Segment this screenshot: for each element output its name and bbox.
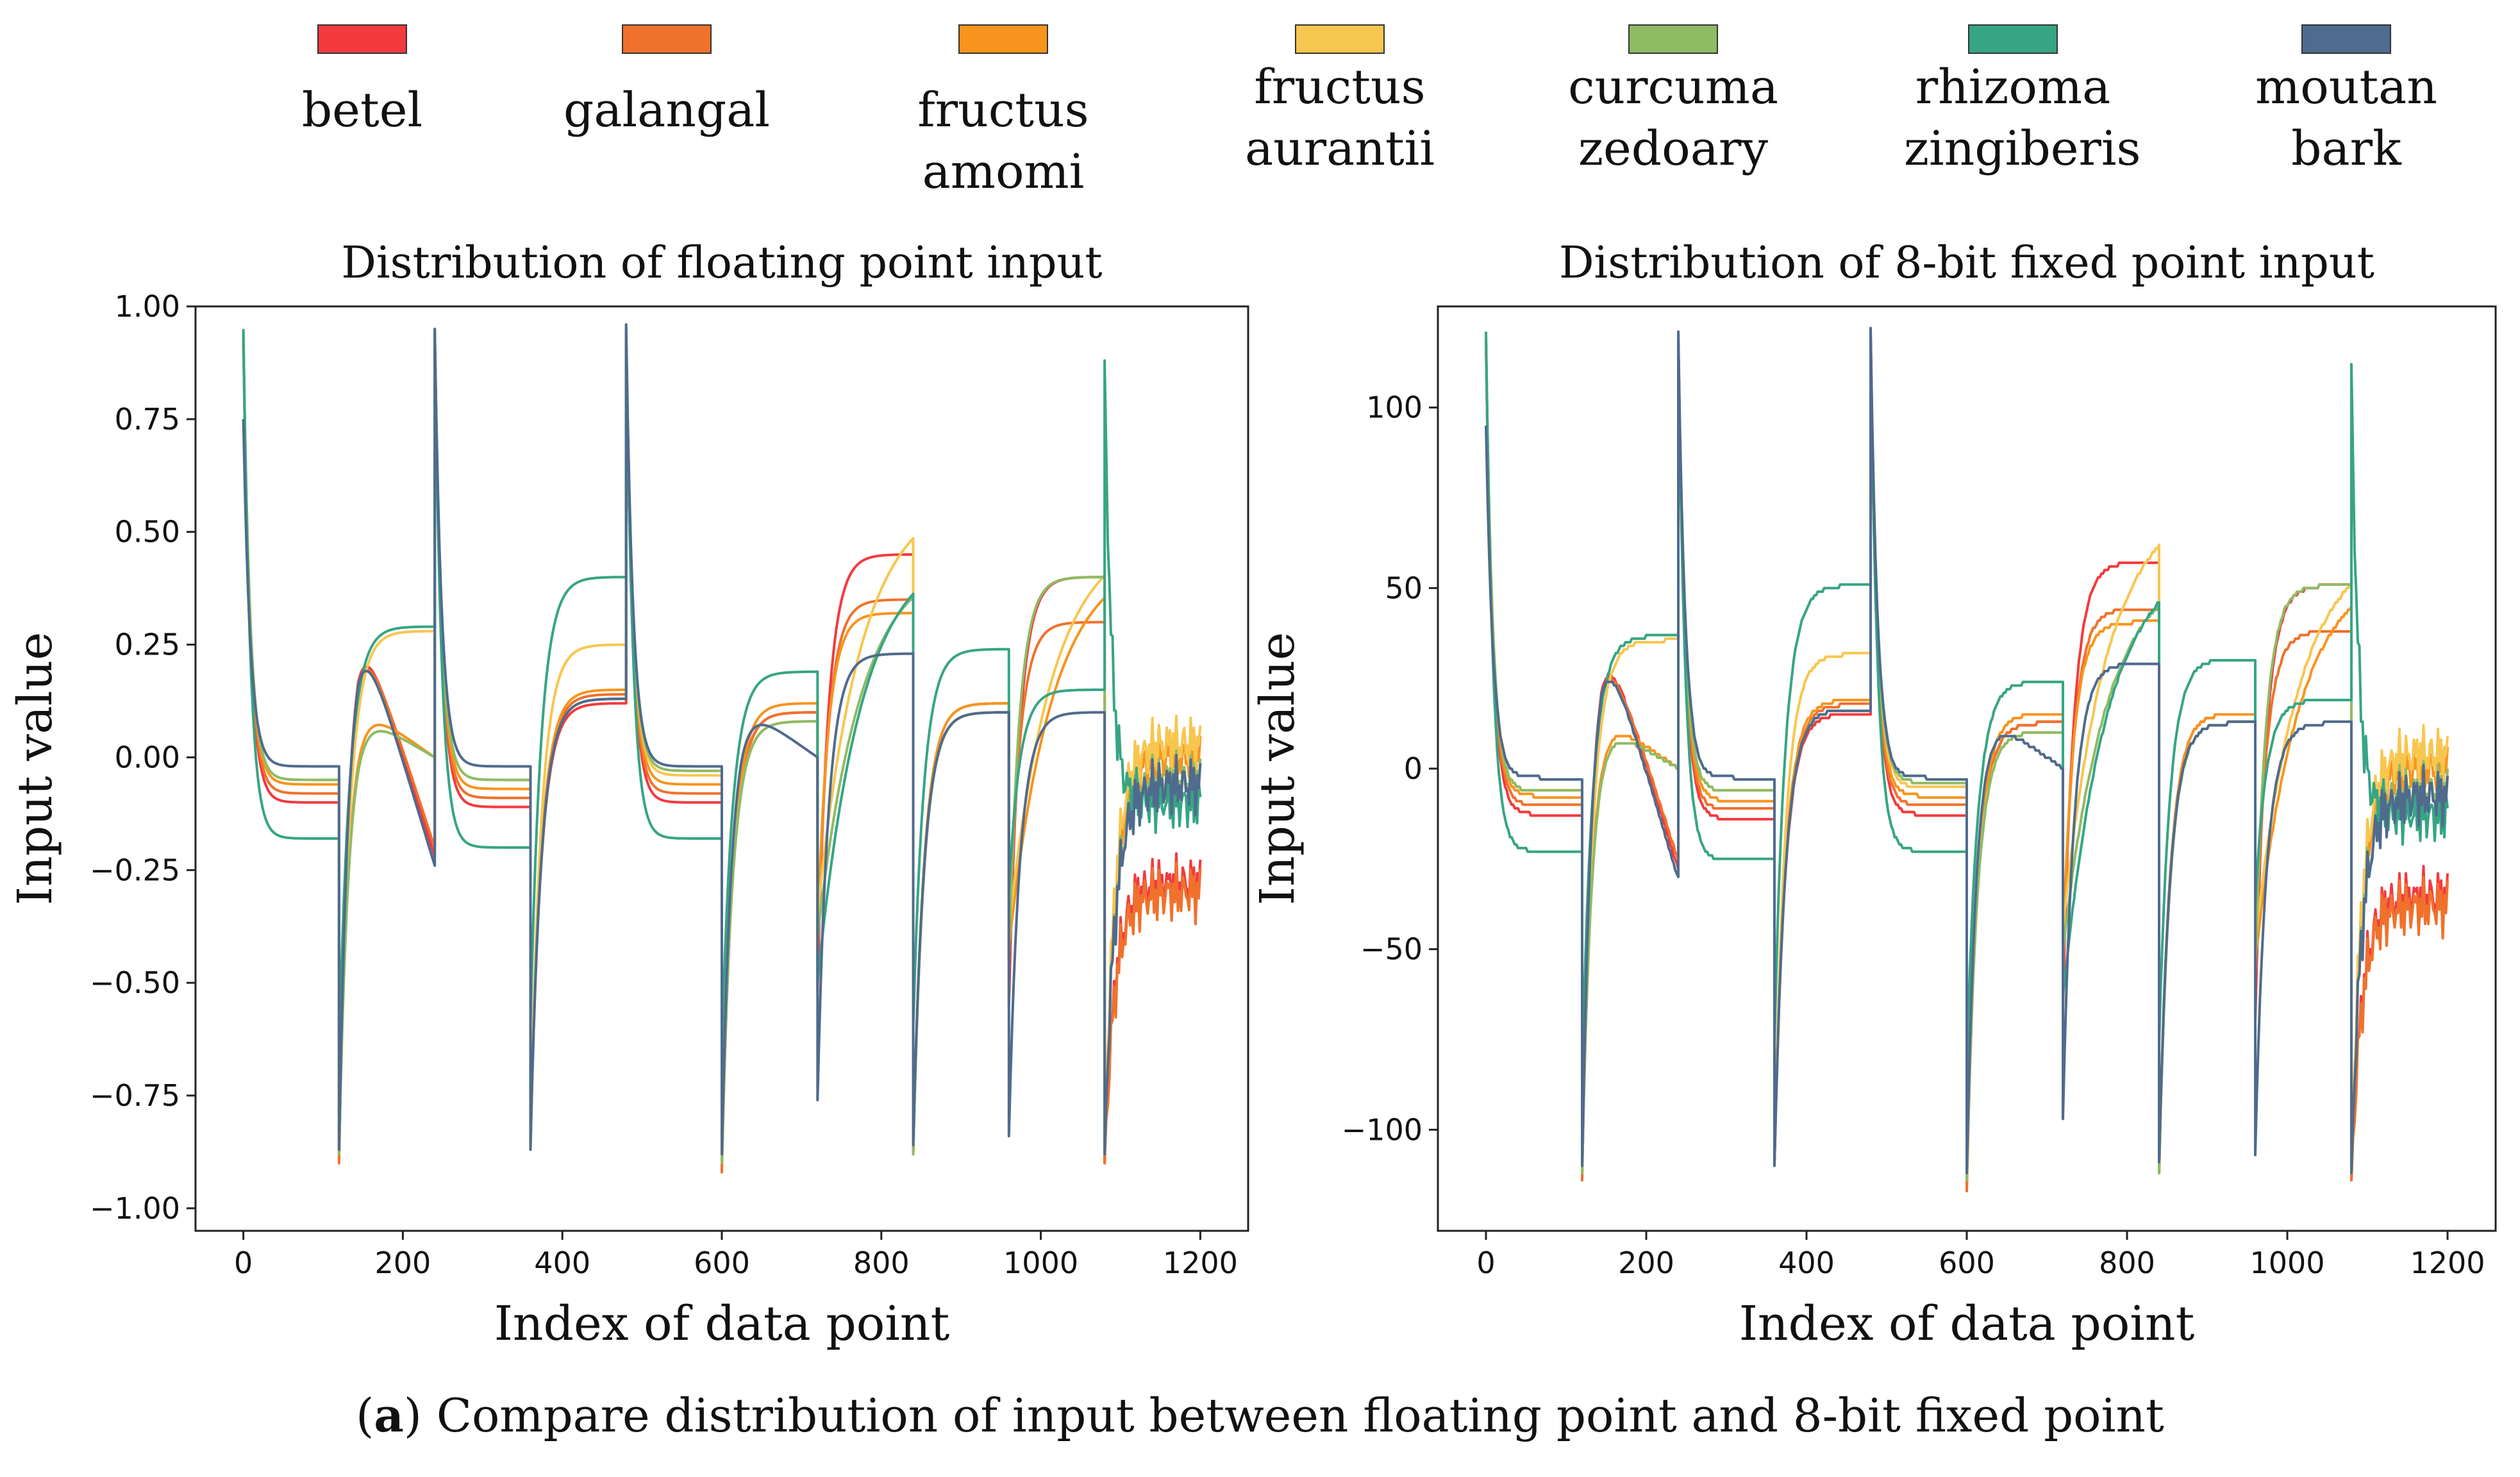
y-tick-label: 50 (1385, 571, 1423, 605)
legend-label-line: betel (301, 83, 423, 138)
legend-swatch (2301, 24, 2391, 54)
y-tick-label: −0.25 (90, 853, 180, 887)
legend-item: fructus aurantii (1231, 24, 1449, 179)
x-tick-label: 1200 (1163, 1246, 1238, 1280)
x-tick-label: 0 (234, 1246, 253, 1280)
legend-label-line: curcuma (1568, 60, 1778, 115)
legend-swatch (317, 24, 407, 54)
series-lines (1485, 326, 2449, 1192)
y-tick-label: 0.00 (115, 740, 180, 774)
legend-swatch (958, 24, 1048, 54)
legend-label-line: zedoary (1578, 121, 1768, 176)
legend-item: fructus amomi (894, 24, 1112, 203)
caption-open: ( (356, 1389, 374, 1442)
legend-swatch (1628, 24, 1718, 54)
legend-label: rhizoma zingiberis (1904, 56, 2141, 179)
x-tick-label: 800 (853, 1246, 910, 1280)
legend-label-line: zingiberis (1904, 121, 2141, 176)
y-tick-label: 0 (1404, 751, 1423, 786)
x-tick-label: 0 (1476, 1246, 1495, 1280)
legend-label: fructus aurantii (1231, 56, 1449, 179)
legend-swatch (1295, 24, 1385, 54)
chart-floating-point: Distribution of floating point input 0 200… (8, 238, 1249, 1351)
x-tick-label: 600 (1939, 1246, 1995, 1280)
x-tick-label: 1200 (2410, 1246, 2485, 1280)
legend-item: curcuma zedoary (1564, 24, 1782, 179)
y-tick-label: 0.50 (115, 515, 180, 549)
legend-swatch (1968, 24, 2058, 54)
legend-label: betel (253, 79, 471, 141)
x-tick-label: 200 (1618, 1246, 1674, 1280)
legend-label: fructus amomi (894, 79, 1112, 203)
x-tick-label: 400 (1778, 1246, 1835, 1280)
legend-label: galangal (558, 79, 776, 141)
figure-caption: (a) Compare distribution of input betwee… (0, 1388, 2520, 1442)
y-tick-label: −0.75 (90, 1078, 180, 1113)
y-axis-label: Input value (8, 632, 63, 905)
legend-label: moutan bark (2237, 56, 2455, 179)
x-axis-label: Index of data point (494, 1296, 950, 1351)
legend-item: moutan bark (2237, 24, 2455, 179)
caption-tag: a (374, 1388, 404, 1442)
legend-label-line: bark (2291, 121, 2401, 176)
chart-title: Distribution of floating point input (341, 238, 1102, 288)
legend-item: galangal (558, 24, 776, 141)
series-line-moutan-bark (242, 323, 1202, 1156)
x-tick-label: 600 (694, 1246, 750, 1280)
x-tick-label: 200 (375, 1246, 431, 1280)
legend-label: curcuma zedoary (1564, 56, 1782, 179)
x-tick-label: 1000 (1003, 1246, 1078, 1280)
chart-fixed-point: Distribution of 8-bit fixed point input 0… (1250, 238, 2497, 1351)
caption-text: Compare distribution of input between fl… (421, 1389, 2164, 1442)
x-tick-label: 1000 (2249, 1246, 2324, 1280)
y-axis-label: Input value (1250, 632, 1305, 905)
legend-item: betel (253, 24, 471, 141)
y-tick-label: 1.00 (115, 289, 180, 324)
series-line-moutan-bark (1485, 326, 2449, 1174)
x-tick-label: 400 (534, 1246, 590, 1280)
y-tick-label: 0.75 (115, 402, 180, 437)
caption-close: ) (403, 1389, 422, 1442)
legend-label-line: moutan (2255, 60, 2437, 115)
legend: betel galangal fructus amomi fructus auranti… (0, 0, 2520, 205)
legend-label-line: fructus (1254, 60, 1426, 115)
x-axis-label: Index of data point (1739, 1296, 2195, 1351)
legend-label-line: aurantii (1245, 121, 1435, 176)
chart-title: Distribution of 8-bit fixed point input (1559, 238, 2374, 288)
legend-label-line: fructus amomi (917, 83, 1089, 199)
series-lines (242, 323, 1202, 1174)
legend-label-line: galangal (563, 83, 771, 138)
y-tick-label: −50 (1360, 932, 1423, 967)
legend-item: rhizoma zingiberis (1904, 24, 2141, 179)
y-tick-label: −0.50 (90, 965, 180, 1000)
y-tick-label: 0.25 (115, 628, 180, 662)
y-tick-label: 100 (1366, 390, 1423, 425)
legend-swatch (622, 24, 712, 54)
legend-label-line: rhizoma (1915, 60, 2111, 115)
y-tick-label: −100 (1342, 1112, 1423, 1147)
y-tick-label: −1.00 (90, 1191, 180, 1226)
x-tick-label: 800 (2099, 1246, 2155, 1280)
